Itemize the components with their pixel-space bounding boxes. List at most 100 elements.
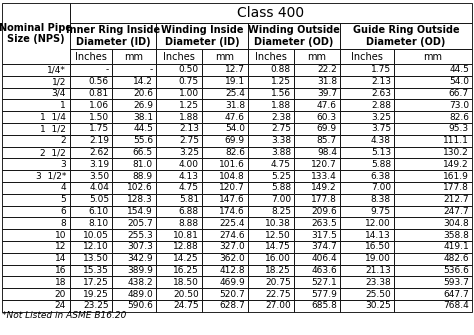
Text: 5.25: 5.25: [271, 172, 291, 181]
Text: 593.7: 593.7: [443, 278, 469, 287]
Text: 147.6: 147.6: [219, 195, 245, 204]
Bar: [2, 229, 70, 241]
Bar: [340, 194, 394, 206]
Bar: [394, 253, 472, 265]
Text: 5: 5: [60, 195, 66, 204]
Bar: [112, 135, 156, 147]
Bar: [394, 123, 472, 135]
Text: Guide Ring Outside
Diameter (OD): Guide Ring Outside Diameter (OD): [353, 25, 459, 47]
Bar: [70, 64, 112, 76]
Text: 14.75: 14.75: [265, 243, 291, 251]
Bar: [340, 99, 394, 111]
Bar: [248, 64, 294, 76]
Text: 7.00: 7.00: [371, 183, 391, 192]
Text: 438.2: 438.2: [128, 278, 153, 287]
Text: 1.50: 1.50: [89, 113, 109, 122]
Bar: [394, 170, 472, 182]
Text: 5.13: 5.13: [371, 148, 391, 157]
Bar: [70, 194, 112, 206]
Bar: [2, 123, 70, 135]
Bar: [156, 253, 202, 265]
Bar: [112, 99, 156, 111]
Text: 263.5: 263.5: [311, 219, 337, 228]
Text: 0.56: 0.56: [89, 77, 109, 86]
Bar: [202, 300, 248, 312]
Text: 10.81: 10.81: [173, 230, 199, 240]
Bar: [294, 206, 340, 217]
Text: 25.4: 25.4: [225, 89, 245, 98]
Text: 20.75: 20.75: [265, 278, 291, 287]
Text: 38.1: 38.1: [133, 113, 153, 122]
Text: -: -: [106, 65, 109, 74]
Text: 44.5: 44.5: [133, 124, 153, 133]
Text: 406.4: 406.4: [311, 254, 337, 263]
Bar: [394, 158, 472, 170]
Bar: [340, 253, 394, 265]
Text: 8: 8: [60, 219, 66, 228]
Bar: [156, 241, 202, 253]
Text: 412.8: 412.8: [219, 266, 245, 275]
Bar: [394, 300, 472, 312]
Text: 3.88: 3.88: [271, 148, 291, 157]
Text: 18.25: 18.25: [265, 266, 291, 275]
Text: 174.6: 174.6: [219, 207, 245, 216]
Bar: [156, 99, 202, 111]
Bar: [294, 76, 340, 87]
Text: 3.25: 3.25: [179, 148, 199, 157]
Text: 7.00: 7.00: [271, 195, 291, 204]
Bar: [340, 217, 394, 229]
Text: 23.38: 23.38: [365, 278, 391, 287]
Bar: [294, 99, 340, 111]
Bar: [394, 111, 472, 123]
Text: 1.88: 1.88: [179, 113, 199, 122]
Bar: [70, 147, 112, 158]
Bar: [156, 265, 202, 276]
Text: 161.9: 161.9: [443, 172, 469, 181]
Text: 16.00: 16.00: [265, 254, 291, 263]
Text: 469.9: 469.9: [219, 278, 245, 287]
Text: 2.13: 2.13: [371, 77, 391, 86]
Bar: [248, 23, 340, 49]
Bar: [70, 87, 112, 99]
Bar: [202, 265, 248, 276]
Text: 8.25: 8.25: [271, 207, 291, 216]
Text: 1.75: 1.75: [371, 65, 391, 74]
Text: 1.25: 1.25: [179, 101, 199, 110]
Text: 66.7: 66.7: [449, 89, 469, 98]
Text: 20.50: 20.50: [173, 289, 199, 298]
Bar: [2, 182, 70, 194]
Text: 12.10: 12.10: [83, 243, 109, 251]
Bar: [394, 147, 472, 158]
Text: 362.0: 362.0: [219, 254, 245, 263]
Bar: [202, 170, 248, 182]
Bar: [2, 194, 70, 206]
Text: 101.6: 101.6: [219, 160, 245, 169]
Bar: [294, 135, 340, 147]
Text: 5.81: 5.81: [179, 195, 199, 204]
Text: 419.1: 419.1: [443, 243, 469, 251]
Text: 1/2: 1/2: [52, 77, 66, 86]
Text: 1.56: 1.56: [271, 89, 291, 98]
Text: mm: mm: [216, 52, 235, 62]
Text: 14.13: 14.13: [365, 230, 391, 240]
Bar: [202, 87, 248, 99]
Bar: [2, 76, 70, 87]
Text: 4.75: 4.75: [271, 160, 291, 169]
Text: 520.7: 520.7: [219, 289, 245, 298]
Bar: [70, 300, 112, 312]
Bar: [70, 206, 112, 217]
Text: Nominal Pipe
Size (NPS): Nominal Pipe Size (NPS): [0, 23, 73, 44]
Bar: [294, 300, 340, 312]
Bar: [248, 182, 294, 194]
Text: 82.6: 82.6: [225, 148, 245, 157]
Bar: [202, 147, 248, 158]
Bar: [394, 49, 472, 64]
Bar: [156, 76, 202, 87]
Text: 6.88: 6.88: [179, 207, 199, 216]
Text: 0.81: 0.81: [89, 89, 109, 98]
Text: 3: 3: [60, 160, 66, 169]
Text: 1.88: 1.88: [271, 101, 291, 110]
Text: 212.7: 212.7: [443, 195, 469, 204]
Text: Inches: Inches: [75, 52, 107, 62]
Text: 1.25: 1.25: [271, 77, 291, 86]
